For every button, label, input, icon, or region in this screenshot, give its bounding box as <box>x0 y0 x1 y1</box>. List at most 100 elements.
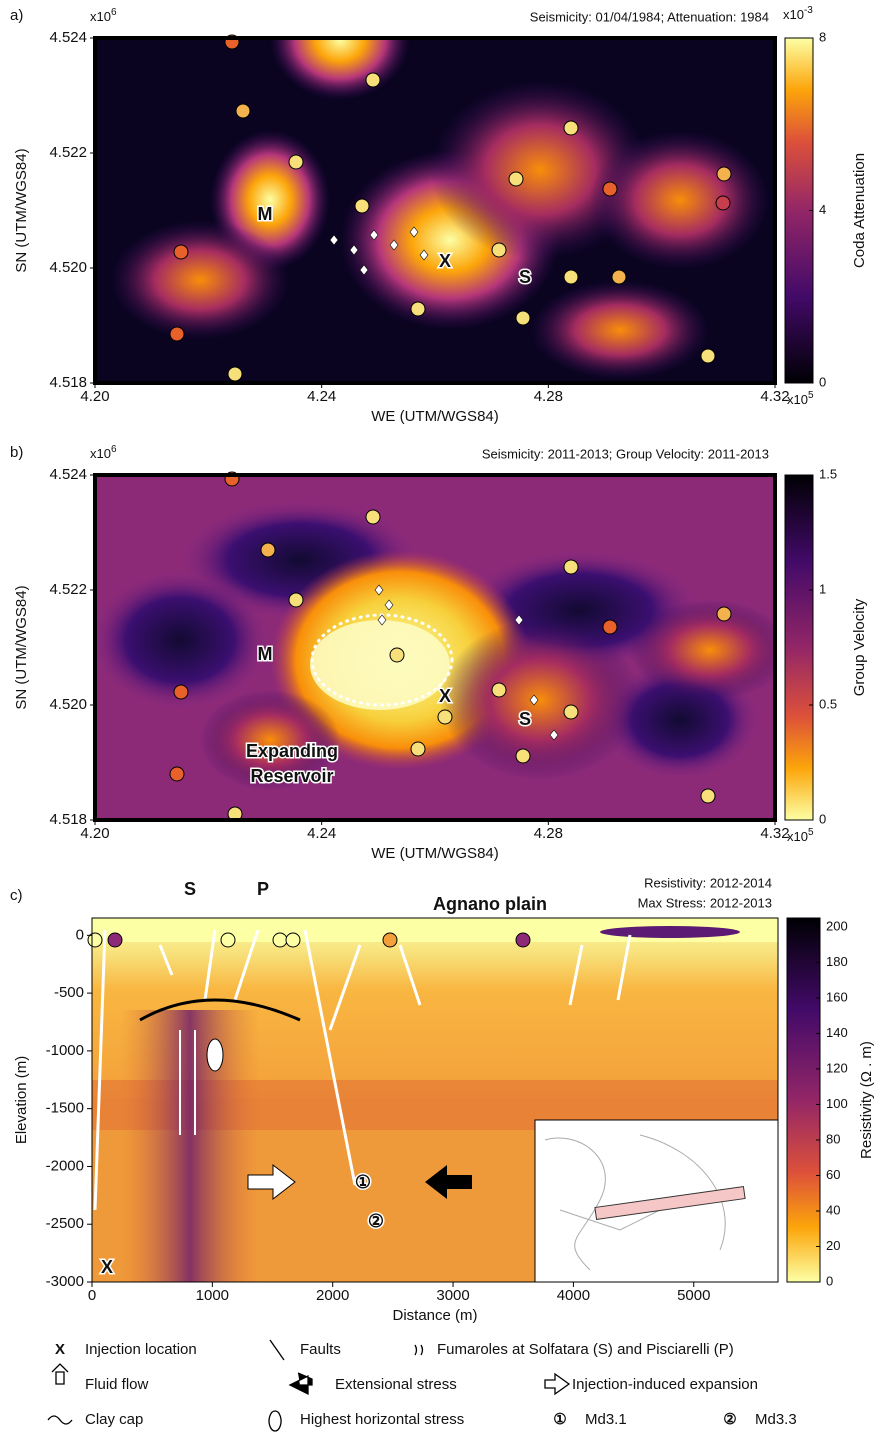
map-label: M <box>258 644 273 664</box>
exponent: x105 <box>787 390 814 408</box>
extension-arrow <box>425 1165 472 1199</box>
title: Resistivity: 2012-2014 <box>644 875 772 890</box>
exponent: x106 <box>90 7 117 25</box>
y-tick-label: -500 <box>54 984 84 1001</box>
exponent-power: 6 <box>111 7 117 18</box>
y-tick-label: -1000 <box>46 1042 84 1059</box>
map-label: X <box>101 1257 113 1277</box>
x-tick-label: 4.32 <box>760 388 789 405</box>
heatmap-a <box>95 38 775 383</box>
colorbar-tick-label: 1.5 <box>819 466 837 481</box>
legend-icon <box>288 1372 313 1396</box>
legend-icon <box>544 1372 571 1396</box>
map-label: ① <box>355 1172 371 1192</box>
colorbar-tick-label: 120 <box>826 1060 848 1075</box>
exponent-power: 5 <box>808 827 814 838</box>
legend-text: Fluid flow <box>85 1376 149 1393</box>
x-tick-label: 3000 <box>436 1287 469 1304</box>
x-tick-label: 4.24 <box>307 825 336 842</box>
colorbar-tick-label: 0 <box>819 374 826 389</box>
map-label: X <box>439 251 451 271</box>
legend-icon <box>414 1344 424 1356</box>
colorbar-label: Resistivity (Ω . m) <box>858 1041 875 1159</box>
x-tick-label: 1000 <box>196 1287 229 1304</box>
exponent-base: x10 <box>90 9 111 24</box>
legend-icon <box>51 1363 69 1385</box>
legend-text: Extensional stress <box>335 1376 457 1393</box>
colorbar-tick-label: 140 <box>826 1025 848 1040</box>
x-tick-label: 4.28 <box>534 388 563 405</box>
legend-icon <box>269 1339 285 1361</box>
panel-label: b) <box>10 444 23 461</box>
x-tick-label: 4.24 <box>307 388 336 405</box>
faults <box>93 929 632 1211</box>
stress-ellipse <box>206 1038 224 1072</box>
colorbar-tick-label: 180 <box>826 954 848 969</box>
y-tick-label: -2500 <box>46 1215 84 1232</box>
colorbar-tick-label: 0 <box>826 1273 833 1288</box>
x-axis-label: Distance (m) <box>392 1307 477 1324</box>
legend-icon: ① <box>553 1411 566 1428</box>
legend-text: Faults <box>300 1341 341 1358</box>
subtitle: Max Stress: 2012-2013 <box>638 895 772 910</box>
clay-cap <box>139 998 301 1022</box>
exponent: x106 <box>90 444 117 462</box>
map-label: Reservoir <box>250 766 333 786</box>
map-label: S <box>519 267 531 287</box>
y-tick-label: -3000 <box>46 1273 84 1290</box>
y-tick-label: 0 <box>76 926 84 943</box>
colorbar-label: Group Velocity <box>851 598 868 696</box>
y-axis-label: Elevation (m) <box>13 1056 30 1144</box>
title: Seismicity: 01/04/1984; Attenuation: 198… <box>530 9 769 24</box>
plot-frame <box>91 917 779 1283</box>
exponent-power: -3 <box>804 5 813 16</box>
y-tick-label: 4.520 <box>49 259 87 276</box>
legend-text: Md3.1 <box>585 1411 627 1428</box>
y-tick-label: 4.518 <box>49 374 87 391</box>
colorbar-tick-label: 0 <box>819 811 826 826</box>
exponent-power: 6 <box>111 444 117 455</box>
panel-label: a) <box>10 7 23 24</box>
x-tick-label: 2000 <box>316 1287 349 1304</box>
map-label: Expanding <box>246 741 338 761</box>
y-axis-label: SN (UTM/WGS84) <box>13 585 30 709</box>
quakes <box>87 34 732 948</box>
colorbar-tick-label: 8 <box>819 29 826 44</box>
legend-text: Injection-induced expansion <box>572 1376 758 1393</box>
exponent-power: 5 <box>808 390 814 401</box>
colorbar-tick-label: 40 <box>826 1202 840 1217</box>
seismicity <box>329 226 559 741</box>
y-tick-label: 4.522 <box>49 144 87 161</box>
colorbar <box>786 917 821 1283</box>
expansion-arrow <box>247 1163 296 1201</box>
exponent-base: x10 <box>787 392 808 407</box>
x-tick-label: 4.20 <box>80 388 109 405</box>
x-tick-label: 5000 <box>677 1287 710 1304</box>
legend-text: Injection location <box>85 1341 197 1358</box>
exponent-base: x10 <box>783 7 804 22</box>
exponent-base: x10 <box>90 446 111 461</box>
colorbar-tick-label: 4 <box>819 202 826 217</box>
plot-frame <box>93 36 777 385</box>
x-tick-label: 4.32 <box>760 825 789 842</box>
colorbar-tick-label: 20 <box>826 1238 840 1253</box>
map-label: M <box>258 204 273 224</box>
y-tick-label: 4.524 <box>49 29 87 46</box>
map-label: P <box>257 879 269 899</box>
heatmap-b <box>95 475 775 820</box>
colorbar-tick-label: 100 <box>826 1096 848 1111</box>
legend-icon: X <box>55 1341 65 1358</box>
fluid-flow <box>179 1030 196 1135</box>
x-axis-label: WE (UTM/WGS84) <box>371 408 499 425</box>
legend-text: Md3.3 <box>755 1411 797 1428</box>
panel-label: c) <box>10 887 23 904</box>
colorbar-tick-label: 60 <box>826 1167 840 1182</box>
x-tick-label: 4.28 <box>534 825 563 842</box>
y-tick-label: 4.524 <box>49 466 87 483</box>
exponent: x10-3 <box>783 5 813 23</box>
map-label: S <box>519 709 531 729</box>
heatmap-c <box>92 918 778 1282</box>
y-tick-label: 4.522 <box>49 581 87 598</box>
map-label: X <box>439 686 451 706</box>
